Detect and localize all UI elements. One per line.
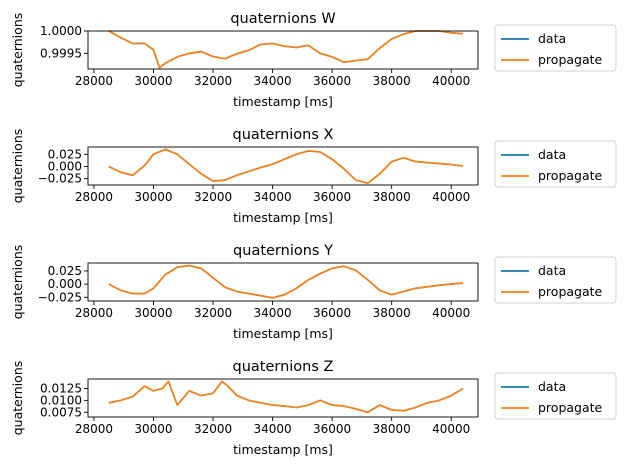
chart-title: quaternions X bbox=[233, 127, 334, 143]
x-tick-label: 36000 bbox=[313, 190, 351, 204]
series-line-propagate bbox=[108, 380, 464, 414]
x-tick-label: 36000 bbox=[313, 422, 351, 436]
x-tick-label: 30000 bbox=[134, 422, 172, 436]
legend-label: data bbox=[538, 379, 566, 394]
axes-frame bbox=[87, 378, 479, 418]
y-tick-label: 0.025 bbox=[48, 147, 82, 161]
subplot-2: quaternions X 28000 30000 32000 34000 36000 38… bbox=[10, 127, 617, 225]
x-tick-label: 28000 bbox=[75, 74, 113, 88]
y-axis-label: quaternions bbox=[10, 129, 25, 204]
x-tick-label: 34000 bbox=[253, 306, 291, 320]
subplot-3: quaternions Y 28000 30000 32000 34000 36000 38… bbox=[10, 243, 617, 341]
x-tick-label: 40000 bbox=[432, 190, 470, 204]
y-axis-label: quaternions bbox=[10, 361, 25, 436]
y-tick-label: 0.9995 bbox=[40, 46, 82, 60]
y-tick-label: 0.0125 bbox=[40, 382, 82, 396]
chart-title: quaternions W bbox=[230, 11, 335, 27]
x-tick-label: 40000 bbox=[432, 306, 470, 320]
x-tick-label: 38000 bbox=[373, 74, 411, 88]
legend-label: propagate bbox=[538, 400, 603, 415]
subplot-1: quaternions W 28000 30000 32000 34000 36000 38… bbox=[10, 11, 617, 109]
x-tick-label: 28000 bbox=[75, 306, 113, 320]
x-tick-label: 36000 bbox=[313, 306, 351, 320]
series-line-data bbox=[108, 264, 464, 299]
x-axis-label: timestamp [ms] bbox=[233, 442, 333, 457]
legend-label: data bbox=[538, 31, 566, 46]
series-line-propagate bbox=[108, 148, 464, 184]
x-tick-label: 32000 bbox=[194, 74, 232, 88]
x-tick-label: 32000 bbox=[194, 190, 232, 204]
legend-label: data bbox=[538, 147, 566, 162]
y-axis-label: quaternions bbox=[10, 13, 25, 88]
legend-label: propagate bbox=[538, 168, 603, 183]
x-tick-label: 28000 bbox=[75, 190, 113, 204]
x-tick-label: 38000 bbox=[373, 422, 411, 436]
y-tick-label: −0.025 bbox=[38, 290, 82, 304]
series-line-data bbox=[108, 30, 464, 69]
x-axis-label: timestamp [ms] bbox=[233, 210, 333, 225]
legend-label: propagate bbox=[538, 284, 603, 299]
series-line-data bbox=[108, 380, 464, 414]
x-tick-label: 34000 bbox=[253, 190, 291, 204]
series-line-propagate bbox=[108, 264, 464, 299]
x-tick-label: 36000 bbox=[313, 74, 351, 88]
y-tick-label: 0.0100 bbox=[40, 393, 82, 407]
x-axis-label: timestamp [ms] bbox=[233, 326, 333, 341]
axes-frame bbox=[87, 30, 479, 70]
legend-label: data bbox=[538, 263, 566, 278]
legend: data propagate bbox=[494, 372, 617, 420]
subplot-4: quaternions Z 28000 30000 32000 34000 36000 38… bbox=[10, 359, 617, 457]
y-tick-label: 0.000 bbox=[48, 277, 82, 291]
x-tick-label: 38000 bbox=[373, 190, 411, 204]
y-tick-label: 0.025 bbox=[48, 264, 82, 278]
legend-label: propagate bbox=[538, 52, 603, 67]
x-tick-label: 40000 bbox=[432, 422, 470, 436]
chart-title: quaternions Z bbox=[233, 359, 334, 375]
y-tick-label: −0.025 bbox=[38, 172, 82, 186]
y-axis-label: quaternions bbox=[10, 245, 25, 320]
x-tick-label: 30000 bbox=[134, 190, 172, 204]
series-line-propagate bbox=[108, 30, 464, 69]
axes-frame bbox=[87, 262, 479, 302]
x-tick-label: 34000 bbox=[253, 422, 291, 436]
x-axis-label: timestamp [ms] bbox=[233, 94, 333, 109]
series-line-data bbox=[108, 148, 464, 184]
legend: data propagate bbox=[494, 256, 617, 304]
chart-title: quaternions Y bbox=[233, 243, 333, 259]
x-tick-label: 30000 bbox=[134, 306, 172, 320]
legend: data propagate bbox=[494, 140, 617, 188]
x-tick-label: 34000 bbox=[253, 74, 291, 88]
x-tick-label: 28000 bbox=[75, 422, 113, 436]
x-tick-label: 40000 bbox=[432, 74, 470, 88]
axes-frame bbox=[87, 146, 479, 186]
legend: data propagate bbox=[494, 24, 617, 72]
y-tick-label: 0.000 bbox=[48, 159, 82, 173]
x-tick-label: 30000 bbox=[134, 74, 172, 88]
x-tick-label: 38000 bbox=[373, 306, 411, 320]
y-tick-label: 1.0000 bbox=[40, 24, 82, 38]
y-tick-label: 0.0075 bbox=[40, 405, 82, 419]
x-tick-label: 32000 bbox=[194, 306, 232, 320]
x-tick-label: 32000 bbox=[194, 422, 232, 436]
